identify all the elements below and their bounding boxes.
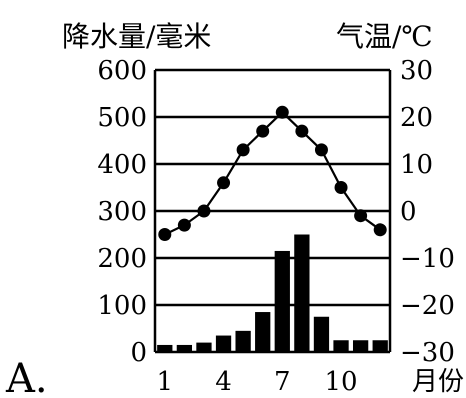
precipitation-bar <box>215 335 232 352</box>
precipitation-bar <box>313 316 330 352</box>
left-tick-label: 600 <box>97 56 147 86</box>
left-tick-label: 0 <box>130 338 147 368</box>
temperature-point <box>354 209 368 223</box>
right-tick-label: 20 <box>400 103 433 133</box>
left-tick-label: 100 <box>97 291 147 321</box>
x-tick-label: 7 <box>274 367 291 397</box>
left-tick-label: 500 <box>97 103 147 133</box>
temperature-point <box>217 176 231 190</box>
temperature-point <box>177 218 191 232</box>
right-tick-label: 10 <box>400 150 433 180</box>
precipitation-bar <box>352 340 369 352</box>
right-tick-label: 0 <box>400 197 417 227</box>
x-tick-label: 10 <box>324 367 357 397</box>
right-tick-label: −30 <box>400 338 455 368</box>
precipitation-bar <box>333 340 349 352</box>
temperature-point <box>158 228 172 241</box>
x-tick-label: 4 <box>215 367 232 397</box>
temperature-point <box>334 181 348 194</box>
right-tick-label: −20 <box>400 291 455 321</box>
left-axis-title: 降水量/毫米 <box>62 20 211 53</box>
precipitation-bar <box>157 344 173 352</box>
precipitation-bar <box>294 234 310 352</box>
precipitation-bar <box>274 250 290 352</box>
x-tick-label: 1 <box>157 367 174 397</box>
right-tick-label: 30 <box>400 56 433 86</box>
temperature-line <box>164 110 381 236</box>
precipitation-bar <box>235 330 251 352</box>
right-axis-title: 气温/℃ <box>336 20 433 53</box>
temperature-point <box>275 105 289 119</box>
temperature-point <box>236 143 250 157</box>
temperature-point <box>295 124 309 138</box>
left-tick-label: 300 <box>97 197 147 227</box>
precipitation-bar <box>255 312 271 352</box>
left-tick-label: 200 <box>97 244 147 274</box>
right-tick-label: −10 <box>400 244 455 274</box>
temperature-point <box>314 143 328 157</box>
temperature-point <box>256 124 270 138</box>
temperature-point <box>197 204 211 218</box>
panel-label: A. <box>5 356 48 398</box>
precipitation-bar <box>196 342 212 352</box>
x-axis-unit: 月份 <box>412 367 464 397</box>
temperature-point <box>373 223 387 237</box>
precipitation-bar <box>176 344 193 352</box>
left-tick-label: 400 <box>97 150 147 180</box>
precipitation-bar <box>372 340 388 352</box>
